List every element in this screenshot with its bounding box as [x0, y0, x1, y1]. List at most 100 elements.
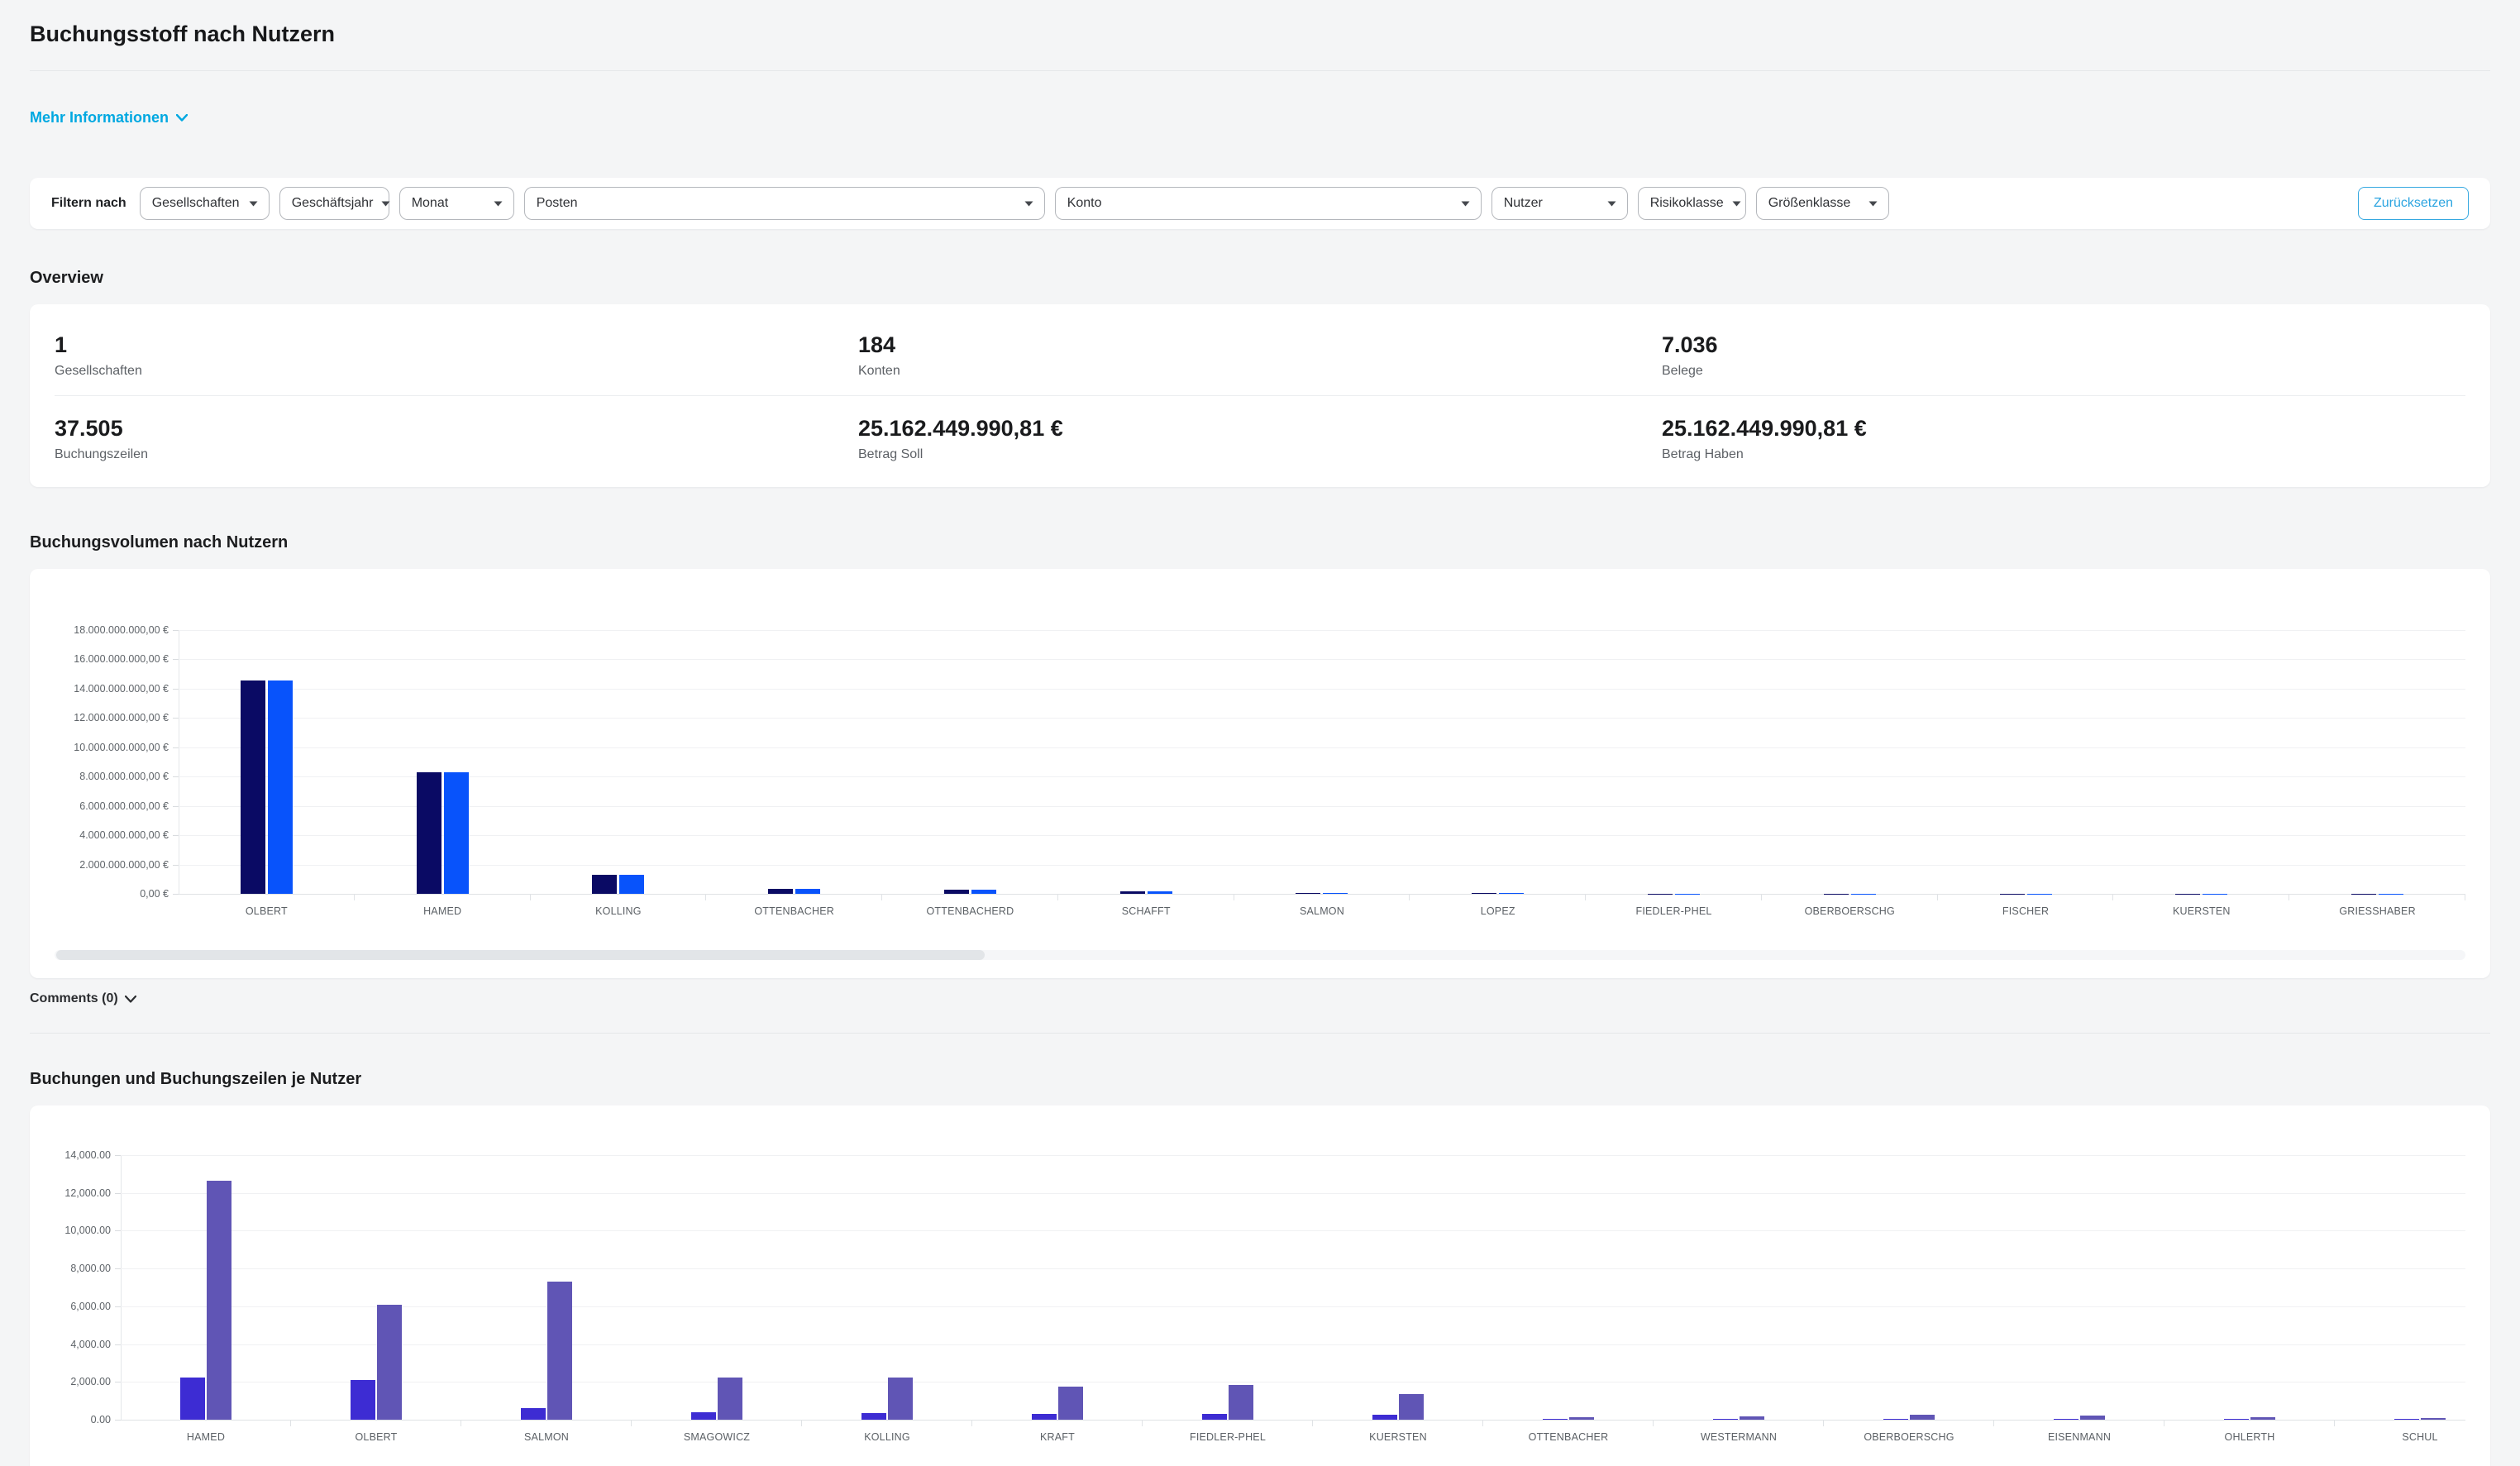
- filter-groessenklasse-dropdown[interactable]: Größenklasse: [1755, 187, 1889, 220]
- filter-monat-dropdown[interactable]: Monat: [399, 187, 514, 220]
- bar-betrag-dunkel-olbert[interactable]: [240, 680, 265, 894]
- gridline: [121, 1192, 2465, 1194]
- y-tick-label: 0.00: [90, 1414, 111, 1425]
- bar-betrag-dunkel-ottenbacher[interactable]: [768, 888, 794, 894]
- stat-label: Betrag Soll: [858, 447, 924, 461]
- bar-buchungszeilen-ohlerth[interactable]: [2250, 1416, 2275, 1420]
- x-category-label: WESTERMANN: [1700, 1431, 1778, 1443]
- bar-betrag-blau-salmon[interactable]: [1323, 893, 1348, 894]
- bar-betrag-blau-ottenbacher[interactable]: [795, 888, 821, 894]
- scrollbar-thumb[interactable]: [56, 950, 985, 960]
- bar-group-ottenbacher: OTTENBACHER: [706, 630, 882, 929]
- bookings-chart-heading: Buchungen und Buchungszeilen je Nutzer: [30, 1070, 362, 1088]
- bar-buchungen-kolling[interactable]: [861, 1413, 886, 1420]
- bars: [2335, 1155, 2465, 1420]
- dropdown-arrow-icon: [1461, 201, 1470, 206]
- overview-card: 1 Gesellschaften 184 Konten 7.036 Belege…: [30, 304, 2490, 487]
- bar-group-hamed: HAMED: [355, 630, 531, 929]
- bar-buchungen-ottenbacher[interactable]: [1543, 1419, 1568, 1420]
- more-informationen-link[interactable]: Mehr Informationen: [30, 109, 189, 127]
- stat-label: Buchungszeilen: [55, 447, 148, 461]
- bar-betrag-dunkel-hamed[interactable]: [416, 771, 441, 894]
- y-axis-line: [121, 1155, 122, 1420]
- y-tick-mark: [115, 1230, 121, 1232]
- filter-konto-dropdown[interactable]: Konto: [1054, 187, 1482, 220]
- x-category-label: KOLLING: [864, 1431, 910, 1443]
- filter-label: Filtern nach: [51, 196, 126, 210]
- filter-geschaeftsjahr-dropdown[interactable]: Geschäftsjahr: [279, 187, 390, 220]
- bar-betrag-dunkel-schafft[interactable]: [1119, 891, 1145, 894]
- bar-group-fiedler-phel: FIEDLER-PHEL: [1586, 630, 1762, 929]
- bar-betrag-blau-hamed[interactable]: [443, 771, 469, 894]
- bars: [1994, 1155, 2164, 1420]
- x-category-label: OTTENBACHERD: [926, 905, 1014, 917]
- bars: [1586, 630, 1762, 894]
- stat-betrag-haben: 25.162.449.990,81 € Betrag Haben: [1662, 416, 2465, 462]
- bar-buchungszeilen-hamed[interactable]: [207, 1180, 231, 1420]
- bar-buchungen-schul[interactable]: [2394, 1419, 2419, 1420]
- section-divider: [30, 1033, 2490, 1034]
- bars: [972, 1155, 1143, 1420]
- bar-betrag-blau-lopez[interactable]: [1499, 893, 1525, 894]
- bar-buchungszeilen-kuersten[interactable]: [1399, 1394, 1424, 1420]
- bar-buchungszeilen-olbert[interactable]: [377, 1304, 402, 1420]
- filter-nutzer-dropdown[interactable]: Nutzer: [1491, 187, 1628, 220]
- gridline: [179, 688, 2465, 690]
- bar-buchungszeilen-fiedler-phel[interactable]: [1229, 1384, 1253, 1420]
- y-axis-labels: 0,00 € 2.000.000.000,00 € 4.000.000.000,00…: [55, 624, 179, 900]
- bar-buchungszeilen-oberboerschg[interactable]: [1910, 1415, 1935, 1420]
- bar-buchungen-hamed[interactable]: [180, 1377, 205, 1420]
- stat-label: Konten: [858, 364, 900, 378]
- bar-group-fischer: FISCHER: [1938, 630, 2114, 929]
- bar-buchungszeilen-westermann[interactable]: [1740, 1416, 1764, 1420]
- bar-buchungen-olbert[interactable]: [351, 1380, 375, 1420]
- y-tick-mark: [173, 688, 179, 690]
- bar-group-olbert: OLBERT: [179, 630, 355, 929]
- bar-betrag-dunkel-lopez[interactable]: [1472, 893, 1497, 894]
- bar-buchungen-kuersten[interactable]: [1372, 1415, 1397, 1420]
- bar-betrag-blau-kolling[interactable]: [619, 874, 645, 894]
- dropdown-arrow-icon: [1607, 201, 1616, 206]
- y-tick-label: 14.000.000.000,00 €: [74, 682, 169, 695]
- reset-filters-button[interactable]: Zurücksetzen: [2357, 187, 2469, 220]
- bar-betrag-blau-olbert[interactable]: [267, 680, 293, 894]
- bar-buchungen-ohlerth[interactable]: [2224, 1419, 2249, 1420]
- bar-buchungen-smagowicz[interactable]: [691, 1411, 716, 1420]
- bar-buchungszeilen-smagowicz[interactable]: [718, 1377, 742, 1420]
- bar-buchungszeilen-ottenbacher[interactable]: [1569, 1417, 1594, 1420]
- dropdown-arrow-icon: [381, 201, 390, 206]
- bar-buchungszeilen-kolling[interactable]: [888, 1377, 913, 1420]
- bar-buchungszeilen-salmon[interactable]: [547, 1282, 572, 1420]
- y-tick-mark: [173, 776, 179, 778]
- bar-buchungen-fiedler-phel[interactable]: [1202, 1413, 1227, 1420]
- x-category-label: SALMON: [1299, 905, 1344, 917]
- filter-risikoklasse-dropdown[interactable]: Risikoklasse: [1637, 187, 1746, 220]
- overview-row-1: 1 Gesellschaften 184 Konten 7.036 Belege: [55, 313, 2465, 396]
- gridline: [179, 805, 2465, 807]
- plot-area: OLBERT HAMED KOLLING OTTENBACHER OTTENBACHER…: [179, 630, 2465, 929]
- bar-betrag-blau-ottenbacherd[interactable]: [971, 889, 996, 894]
- bar-buchungen-westermann[interactable]: [1713, 1418, 1738, 1420]
- bar-betrag-blau-schafft[interactable]: [1147, 891, 1172, 894]
- bar-buchungen-eisenmann[interactable]: [2054, 1418, 2079, 1420]
- bar-buchungszeilen-eisenmann[interactable]: [2080, 1415, 2105, 1420]
- bar-groups: HAMED OLBERT SALMON SMAGOWICZ KOLLING KRAFT FI…: [121, 1155, 2465, 1454]
- bar-buchungen-salmon[interactable]: [521, 1408, 546, 1420]
- y-tick-mark: [173, 659, 179, 661]
- x-category-label: KUERSTEN: [1369, 1431, 1427, 1443]
- filter-posten-dropdown[interactable]: Posten: [523, 187, 1045, 220]
- bar-betrag-dunkel-kolling[interactable]: [592, 874, 618, 894]
- bar-betrag-dunkel-salmon[interactable]: [1296, 893, 1321, 894]
- comments-toggle[interactable]: Comments (0): [30, 991, 136, 1006]
- overview-row-2: 37.505 Buchungszeilen 25.162.449.990,81 …: [55, 396, 2465, 479]
- y-tick-mark: [115, 1344, 121, 1345]
- bar-buchungen-kraft[interactable]: [1032, 1414, 1057, 1420]
- bar-buchungen-oberboerschg[interactable]: [1883, 1418, 1908, 1420]
- filter-gesellschaften-dropdown[interactable]: Gesellschaften: [139, 187, 270, 220]
- bar-buchungszeilen-schul[interactable]: [2421, 1417, 2446, 1420]
- gridline: [179, 747, 2465, 748]
- bar-betrag-dunkel-ottenbacherd[interactable]: [943, 889, 969, 894]
- x-category-label: SCHUL: [2402, 1431, 2438, 1443]
- bars: [1410, 630, 1586, 894]
- bar-buchungszeilen-kraft[interactable]: [1058, 1387, 1083, 1420]
